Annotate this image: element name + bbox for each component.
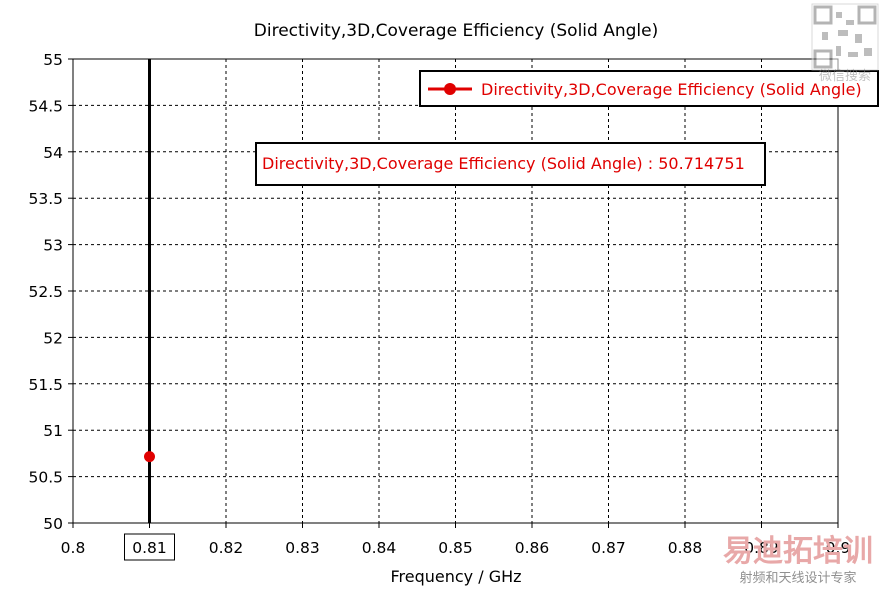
legend-marker	[444, 83, 456, 95]
y-tick-label: 50	[43, 515, 63, 533]
marker-x-label-box	[124, 533, 175, 561]
data-points	[144, 451, 155, 463]
legend-label: Directivity,3D,Coverage Efficiency (Soli…	[481, 80, 862, 99]
x-tick-label: 0.9	[826, 539, 851, 557]
y-tick-label: 55	[43, 51, 63, 69]
watermark-sub-text: 射频和天线设计专家	[739, 570, 856, 586]
x-tick-label: 0.86	[515, 539, 550, 557]
x-tick-label: 0.89	[744, 539, 779, 557]
y-tick-label: 51	[43, 422, 63, 440]
y-tick-label: 54	[43, 144, 63, 162]
legend[interactable]: Directivity,3D,Coverage Efficiency (Soli…	[419, 70, 879, 107]
x-tick-label: 0.87	[591, 539, 626, 557]
data-point	[144, 451, 155, 463]
x-tick-label: 0.81	[132, 539, 167, 557]
y-tick-label: 52.5	[28, 283, 63, 301]
x-tick-label: 0.85	[438, 539, 473, 557]
x-tick-label: 0.8	[61, 539, 86, 557]
x-tick-labels: 0.8 0.81 0.82 0.83 0.84 0.85 0.86 0.87 0.88 0.89 0…	[61, 539, 851, 557]
y-tick-label: 53	[43, 237, 63, 255]
y-tick-label: 52	[43, 329, 63, 347]
x-tick-label: 0.82	[209, 539, 244, 557]
watermark-main-text: 易迪拓培训	[723, 534, 873, 569]
annotation-text: Directivity,3D,Coverage Efficiency (Soli…	[262, 154, 745, 173]
legend-box	[419, 70, 879, 107]
brand-watermark: 易迪拓培训 射频和天线设计专家	[723, 534, 873, 586]
y-tick-labels: 50 50.5 51 51.5 52 52.5 53 53.5 54 54.5 55	[28, 51, 63, 533]
annotation-box	[255, 142, 766, 186]
y-tick-label: 54.5	[28, 97, 63, 115]
x-tick-label: 0.88	[668, 539, 703, 557]
x-tick-label: 0.83	[285, 539, 320, 557]
value-annotation: Directivity,3D,Coverage Efficiency (Soli…	[255, 142, 766, 186]
x-tick-label: 0.84	[362, 539, 397, 557]
qr-caption: 微信搜索	[819, 69, 871, 84]
chart-title: Directivity,3D,Coverage Efficiency (Soli…	[254, 21, 658, 41]
y-tick-label: 50.5	[28, 469, 63, 487]
x-axis-label: Frequency / GHz	[390, 567, 521, 586]
y-tick-label: 51.5	[28, 376, 63, 394]
y-tick-label: 53.5	[28, 190, 63, 208]
qr-code-watermark: 微信搜索	[811, 3, 879, 84]
